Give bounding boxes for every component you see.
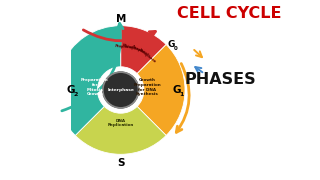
Text: Growth
Preparation
for DNA
Synthesis: Growth Preparation for DNA Synthesis bbox=[133, 78, 161, 96]
Text: G: G bbox=[67, 85, 75, 95]
Circle shape bbox=[103, 72, 139, 108]
Text: Anaphase: Anaphase bbox=[131, 45, 150, 57]
Wedge shape bbox=[137, 44, 185, 136]
Text: Preparation
for
Mitosis
Growth: Preparation for Mitosis Growth bbox=[81, 78, 109, 96]
Text: Metaphase: Metaphase bbox=[121, 43, 144, 53]
Text: M: M bbox=[116, 14, 126, 24]
Text: G: G bbox=[168, 40, 175, 49]
Text: 0: 0 bbox=[174, 46, 178, 51]
Wedge shape bbox=[75, 106, 166, 154]
Text: DNA
Replication: DNA Replication bbox=[108, 119, 134, 127]
Text: 2: 2 bbox=[74, 92, 78, 97]
Wedge shape bbox=[121, 26, 166, 74]
Text: 1: 1 bbox=[180, 92, 184, 97]
Wedge shape bbox=[56, 26, 121, 136]
Text: Prophase: Prophase bbox=[115, 44, 134, 49]
Text: Telophase: Telophase bbox=[139, 48, 157, 63]
Text: Interphase: Interphase bbox=[107, 88, 134, 92]
Text: CELL CYCLE: CELL CYCLE bbox=[177, 6, 282, 21]
Text: G: G bbox=[173, 85, 181, 95]
Text: S: S bbox=[117, 158, 124, 168]
Text: PHASES: PHASES bbox=[184, 72, 256, 87]
